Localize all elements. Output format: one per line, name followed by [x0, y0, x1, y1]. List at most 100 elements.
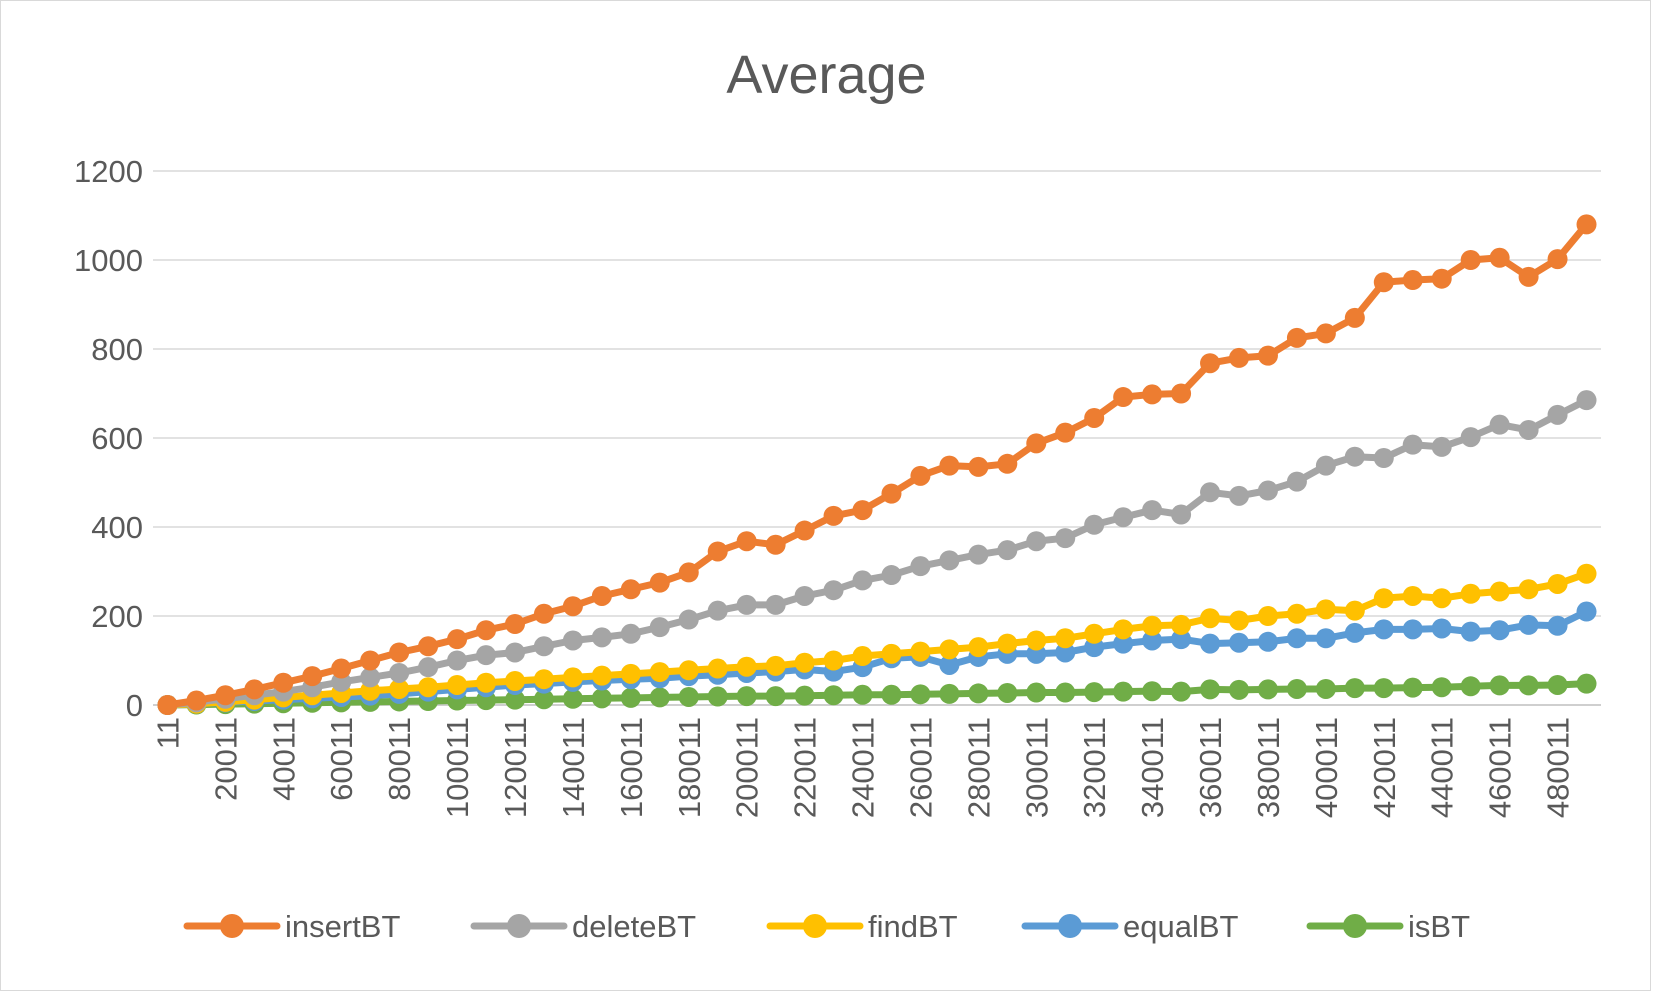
data-point — [447, 650, 468, 671]
data-point — [939, 550, 960, 571]
data-point — [1518, 675, 1539, 696]
x-tick-label: 40011 — [266, 717, 301, 801]
data-point — [1200, 353, 1221, 374]
y-tick-label: 400 — [91, 510, 143, 545]
data-point — [533, 636, 554, 657]
data-point — [562, 667, 583, 688]
data-point — [389, 662, 410, 683]
data-point — [389, 678, 410, 699]
x-axis: 11 20011 40011 60011 80011 100011 120011 140011… — [150, 717, 1575, 818]
data-point — [968, 456, 989, 477]
x-tick-label: 360011 — [1193, 717, 1228, 818]
data-point — [1229, 347, 1249, 368]
data-point — [1489, 620, 1510, 641]
data-point — [562, 596, 583, 617]
legend-item-deleteBT: deleteBT — [470, 909, 696, 944]
data-point — [1229, 485, 1249, 506]
data-point — [476, 645, 497, 666]
data-point — [591, 627, 612, 648]
data-point — [533, 603, 554, 624]
data-point — [1257, 345, 1278, 366]
data-point — [1460, 250, 1481, 270]
data-point — [678, 686, 699, 707]
x-tick-label: 140011 — [556, 717, 591, 818]
data-point — [649, 687, 670, 708]
data-point — [678, 609, 699, 630]
data-point — [1315, 455, 1336, 476]
x-tick-label: 200011 — [730, 717, 765, 818]
data-point — [1489, 581, 1510, 602]
data-point — [852, 500, 873, 521]
data-point — [852, 684, 873, 705]
data-point — [1315, 678, 1336, 699]
data-point — [1229, 679, 1249, 700]
data-point — [1315, 599, 1336, 620]
data-point — [186, 690, 207, 711]
x-tick-label: 240011 — [846, 717, 881, 818]
data-point — [1026, 531, 1047, 552]
data-point — [1142, 384, 1163, 405]
data-point — [1171, 629, 1192, 650]
data-point — [1286, 471, 1307, 492]
data-point — [1344, 307, 1365, 328]
x-tick-label: 11 — [150, 717, 185, 749]
legend-item-isBT: isBT — [1306, 909, 1470, 944]
data-point — [1460, 676, 1481, 697]
data-point — [736, 531, 757, 552]
x-tick-label: 100011 — [440, 717, 475, 818]
data-point — [1257, 480, 1278, 501]
data-point — [273, 672, 294, 693]
data-point — [1026, 630, 1047, 651]
data-point — [1113, 681, 1134, 702]
data-point — [1084, 514, 1105, 535]
data-point — [939, 639, 960, 660]
legend-item-equalBT: equalBT — [1021, 909, 1239, 944]
data-point — [1171, 383, 1192, 404]
data-point — [910, 641, 931, 662]
x-tick-label: 180011 — [672, 717, 707, 818]
data-point — [1026, 433, 1047, 454]
x-tick-label: 60011 — [324, 717, 359, 801]
data-point — [418, 636, 439, 657]
data-point — [1373, 448, 1394, 469]
data-point — [1576, 390, 1597, 411]
legend-swatch-marker — [507, 914, 531, 938]
data-point — [1576, 601, 1597, 622]
data-point — [1171, 504, 1192, 525]
data-point — [1547, 573, 1568, 594]
data-point — [881, 565, 902, 586]
data-point — [620, 623, 641, 644]
data-point — [418, 657, 439, 678]
x-tick-label: 460011 — [1483, 717, 1518, 818]
legend-label: insertBT — [285, 909, 400, 944]
data-point — [476, 620, 497, 641]
x-tick-label: 420011 — [1367, 717, 1402, 818]
data-point — [997, 682, 1018, 703]
data-point — [707, 686, 728, 707]
data-point — [1431, 677, 1452, 698]
legend-swatch-marker — [803, 914, 827, 938]
data-point — [997, 540, 1018, 561]
data-point — [1373, 588, 1394, 609]
data-point — [1373, 678, 1394, 699]
x-tick-label: 120011 — [498, 717, 533, 818]
y-tick-label: 1200 — [74, 154, 143, 189]
data-point — [1460, 583, 1481, 604]
legend-label: deleteBT — [572, 909, 696, 944]
data-point — [1113, 619, 1134, 640]
data-point — [1431, 618, 1452, 639]
legend-label: equalBT — [1123, 909, 1239, 944]
data-point — [736, 594, 757, 615]
data-point — [823, 650, 844, 671]
data-point — [649, 662, 670, 683]
legend: insertBT deleteBT findBT equalBT isBT — [183, 909, 1470, 944]
data-point — [736, 656, 757, 677]
data-point — [1200, 679, 1221, 700]
x-tick-label: 260011 — [903, 717, 938, 818]
data-point — [1055, 628, 1076, 649]
data-point — [1431, 588, 1452, 609]
data-point — [1055, 642, 1076, 663]
data-point — [215, 685, 236, 706]
data-point — [707, 600, 728, 621]
